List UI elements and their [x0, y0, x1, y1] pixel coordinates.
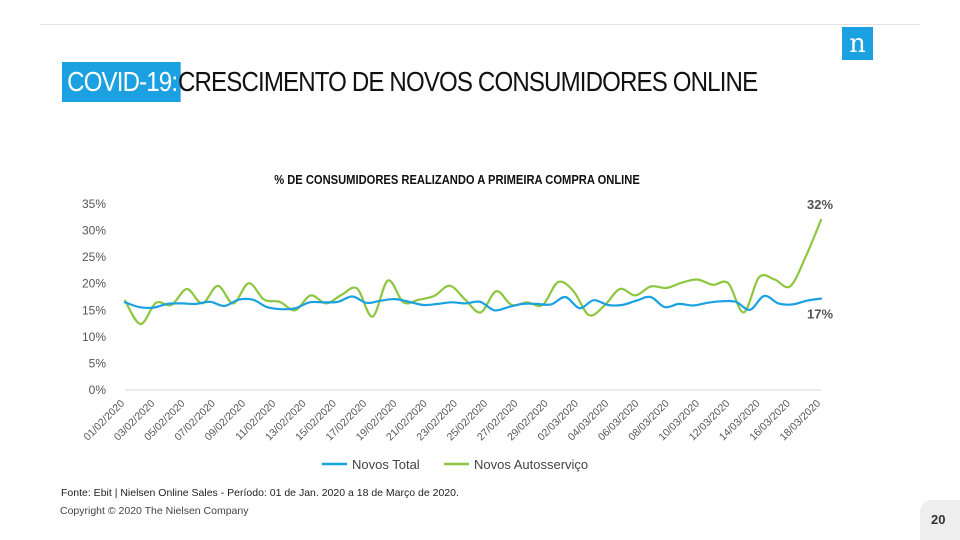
y-tick-label: 30%: [82, 224, 106, 238]
copyright-note: Copyright © 2020 The Nielsen Company: [60, 505, 249, 517]
legend-label: Novos Total: [352, 457, 420, 472]
nielsen-logo-letter: n: [849, 28, 866, 59]
y-tick-label: 35%: [82, 197, 106, 211]
y-tick-label: 15%: [82, 303, 106, 317]
legend-label: Novos Autosserviço: [474, 457, 588, 472]
page-number: 20: [931, 512, 946, 527]
title-text: CRESCIMENTO DE NOVOS CONSUMIDORES ONLINE: [177, 66, 758, 97]
end-value-label: 17%: [807, 307, 833, 322]
chart-title: % DE CONSUMIDORES REALIZANDO A PRIMEIRA …: [274, 172, 640, 187]
y-tick-label: 10%: [82, 330, 106, 344]
y-tick-label: 25%: [82, 250, 106, 264]
y-tick-label: 20%: [82, 277, 106, 291]
line-chart: % DE CONSUMIDORES REALIZANDO A PRIMEIRA …: [81, 172, 833, 472]
title-highlight: COVID-19:: [62, 62, 181, 102]
y-tick-label: 5%: [89, 356, 107, 370]
source-note: Fonte: Ebit | Nielsen Online Sales - Per…: [61, 487, 459, 499]
page-number-tab: [920, 500, 960, 540]
series-line-novos-autosservico: [123, 218, 823, 326]
series-line-novos-total: [123, 294, 823, 312]
end-value-label: 32%: [807, 197, 833, 212]
slide-title: COVID-19: CRESCIMENTO DE NOVOS CONSUMIDO…: [62, 62, 852, 102]
nielsen-logo: n: [842, 27, 873, 60]
y-tick-label: 0%: [89, 383, 107, 397]
top-divider: [40, 24, 920, 25]
